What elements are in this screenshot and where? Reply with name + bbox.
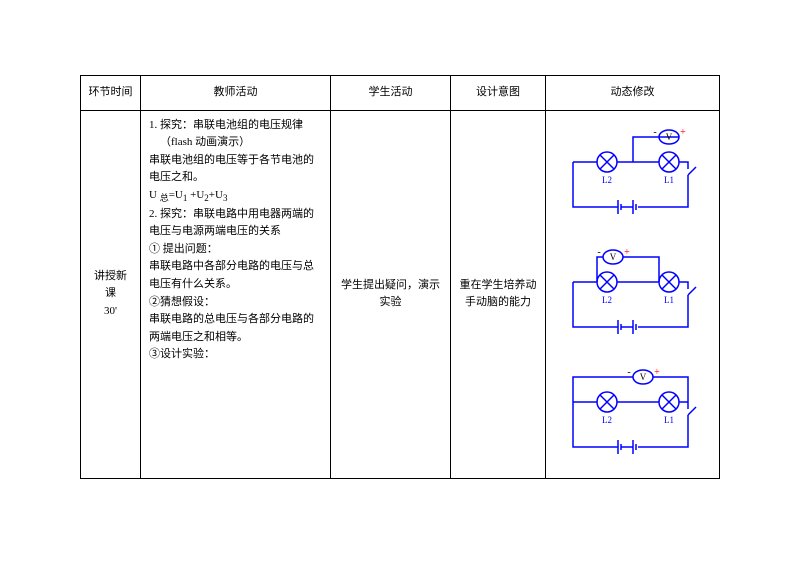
svg-text:L2: L2 [602,175,612,185]
svg-text:-: - [653,127,656,138]
circuit-2: L2 L1 V - + [563,247,703,342]
cell-design: 重在学生培养动手动脑的能力 [451,110,546,478]
content-row: 讲授新课 30' 1. 探究：串联电池组的电压规律 （flash 动画演示） 串… [81,110,720,478]
svg-text:L2: L2 [602,415,612,425]
circuit-3: L2 L1 V - + [563,367,703,462]
teacher-line7: 串联电路中各部分电路的电压与总电压有什么关系。 [149,258,322,293]
svg-text:V: V [639,372,646,382]
teacher-line5: 2. 探究：串联电路中用电器两端的电压与电源两端电压的关系 [149,206,322,241]
header-teacher: 教师活动 [141,76,331,111]
lesson-plan-table: 环节时间 教师活动 学生活动 设计意图 动态修改 讲授新课 30' 1. 探究：… [80,75,720,479]
time-duration: 30' [89,303,132,321]
teacher-line10: ③设计实验： [149,346,322,364]
header-student: 学生活动 [331,76,451,111]
teacher-line9: 串联电路的总电压与各部分电路的两端电压之和相等。 [149,311,322,346]
svg-text:-: - [627,367,630,378]
svg-text:V: V [665,132,672,142]
svg-text:+: + [654,367,660,378]
cell-student: 学生提出疑问，演示实验 [331,110,451,478]
time-label: 讲授新课 [89,268,132,303]
header-design: 设计意图 [451,76,546,111]
teacher-line2: （flash 动画演示） [149,134,322,152]
svg-text:L1: L1 [664,415,674,425]
svg-text:L1: L1 [664,175,674,185]
svg-text:+: + [624,247,630,258]
header-row: 环节时间 教师活动 学生活动 设计意图 动态修改 [81,76,720,111]
cell-teacher: 1. 探究：串联电池组的电压规律 （flash 动画演示） 串联电池组的电压等于… [141,110,331,478]
header-dynamic: 动态修改 [546,76,720,111]
cell-dynamic: L2 L1 V - + [546,110,720,478]
svg-text:-: - [597,247,600,258]
teacher-formula: U 总=U1 +U2+U3 [149,187,322,206]
svg-text:+: + [680,127,686,138]
circuit-diagrams: L2 L1 V - + [554,117,711,472]
cell-time: 讲授新课 30' [81,110,141,478]
svg-text:L1: L1 [664,295,674,305]
teacher-line3: 串联电池组的电压等于各节电池的电压之和。 [149,152,322,187]
svg-text:L2: L2 [602,295,612,305]
teacher-line6: ① 提出问题： [149,241,322,259]
circuit-1: L2 L1 V - + [563,127,703,222]
teacher-line8: ②猜想假设： [149,294,322,312]
header-time: 环节时间 [81,76,141,111]
svg-text:V: V [609,252,616,262]
teacher-line1: 1. 探究：串联电池组的电压规律 [149,117,322,135]
